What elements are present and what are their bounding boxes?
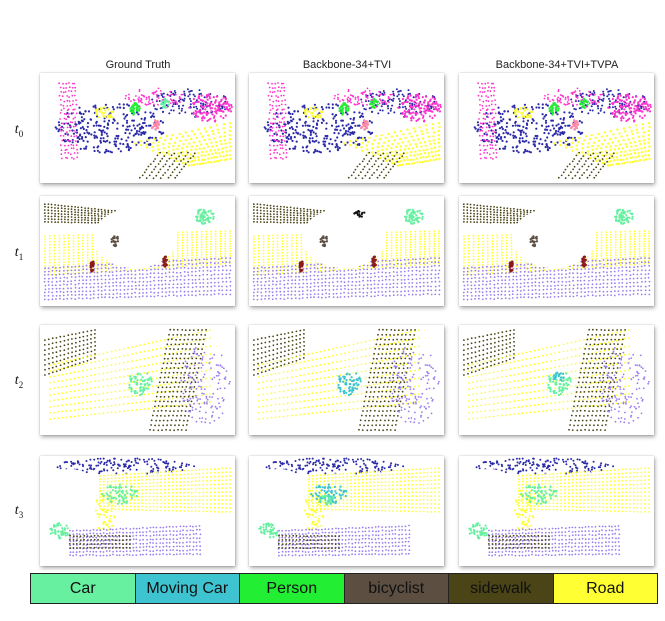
column-header-tvi-tvpa: Backbone-34+TVI+TVPA xyxy=(495,59,619,71)
pointcloud-image xyxy=(462,328,650,432)
pointcloud-image xyxy=(42,457,232,557)
pointcloud-image xyxy=(54,82,233,180)
pointcloud-panel-t2-ground-truth xyxy=(40,325,235,435)
legend-bicyclist: bicyclist xyxy=(344,574,449,603)
pointcloud-panel-t2-tvi-tvpa xyxy=(459,325,654,435)
pointcloud-image xyxy=(252,328,440,432)
row-label-t3: t3 xyxy=(14,503,24,520)
column-header-ground-truth: Ground Truth xyxy=(105,59,171,71)
pointcloud-panel-t3-tvi-tvpa xyxy=(459,456,654,566)
row-label-t1: t1 xyxy=(14,245,24,262)
pointcloud-image xyxy=(473,82,652,180)
legend-person: Person xyxy=(240,574,345,603)
pointcloud-panel-t1-tvi xyxy=(249,196,444,306)
pointcloud-panel-t3-ground-truth xyxy=(40,456,235,566)
legend-moving-car: Moving Car xyxy=(135,574,240,603)
column-header-tvi: Backbone-34+TVI xyxy=(302,59,392,71)
pointcloud-image xyxy=(252,203,441,301)
legend-car: Car xyxy=(31,574,136,603)
pointcloud-panel-t0-tvi xyxy=(249,73,444,183)
legend-sidewalk: sidewalk xyxy=(449,574,554,603)
pointcloud-panel-t1-tvi-tvpa xyxy=(459,196,654,306)
pointcloud-panel-t0-tvi-tvpa xyxy=(459,73,654,183)
pointcloud-image xyxy=(462,203,651,301)
row-label-t2: t2 xyxy=(14,373,24,390)
pointcloud-panel-t3-tvi xyxy=(249,456,444,566)
row-label-t0: t0 xyxy=(14,122,24,139)
class-legend: Car Moving Car Person bicyclist sidewalk… xyxy=(30,573,658,604)
pointcloud-panel-t1-ground-truth xyxy=(40,196,235,306)
legend-road: Road xyxy=(553,574,657,603)
pointcloud-image xyxy=(43,328,231,432)
pointcloud-image xyxy=(251,457,441,557)
pointcloud-panel-t0-ground-truth xyxy=(40,73,235,183)
pointcloud-image xyxy=(43,203,232,301)
pointcloud-image xyxy=(461,457,651,557)
pointcloud-panel-t2-tvi xyxy=(249,325,444,435)
pointcloud-image xyxy=(263,82,442,180)
